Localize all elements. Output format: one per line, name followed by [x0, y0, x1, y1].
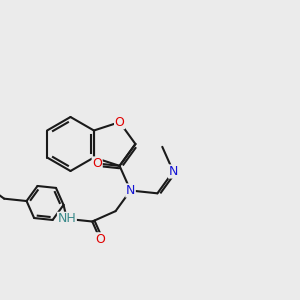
Text: O: O: [95, 233, 105, 246]
Text: N: N: [126, 184, 135, 197]
Text: NH: NH: [58, 212, 76, 225]
Text: O: O: [92, 157, 102, 170]
Text: O: O: [115, 116, 124, 129]
Text: N: N: [169, 165, 178, 178]
